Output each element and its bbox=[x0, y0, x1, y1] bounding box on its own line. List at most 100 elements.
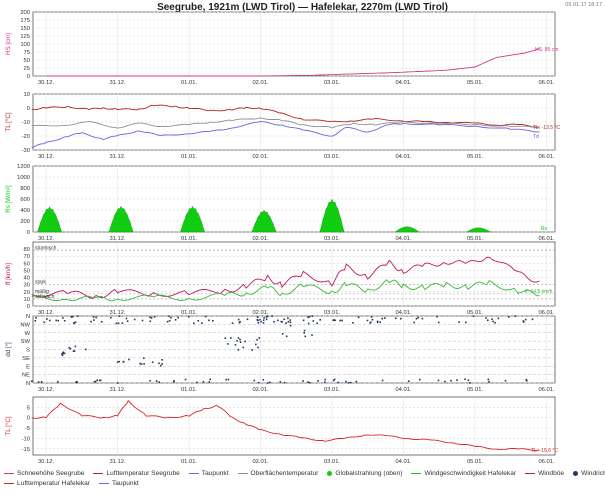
x-tick-label: 31.12. bbox=[109, 236, 126, 242]
x-tick-label: 05.01. bbox=[467, 236, 484, 242]
direction-point bbox=[246, 318, 249, 321]
direction-point bbox=[62, 351, 64, 354]
x-tick-label: 30.12. bbox=[38, 80, 55, 86]
series-line-3 bbox=[31, 121, 540, 149]
x-tick-label: 06.01. bbox=[538, 80, 555, 86]
legend-swatch bbox=[411, 472, 422, 474]
x-tick-label: 02.01. bbox=[252, 459, 269, 465]
direction-point bbox=[230, 337, 232, 339]
y-tick-label: 10 bbox=[24, 92, 30, 98]
legend-label: Oberflächentemperatur bbox=[250, 470, 319, 477]
direction-point bbox=[73, 350, 76, 352]
legend-item: Lufttemperatur Seegrube bbox=[93, 470, 180, 477]
direction-point bbox=[242, 346, 245, 349]
panel-radiation: 0 200 400 600 800 1000 1200 30.12. 31.12. 01.01. 0… bbox=[5, 164, 556, 242]
direction-point bbox=[149, 316, 151, 319]
direction-point bbox=[188, 315, 190, 318]
direction-point bbox=[73, 322, 76, 324]
x-tick-label: 03.01. bbox=[324, 236, 341, 242]
direction-point bbox=[158, 381, 161, 383]
direction-point bbox=[96, 379, 98, 382]
direction-point bbox=[149, 379, 151, 382]
x-tick-label: 01.01. bbox=[181, 80, 198, 86]
direction-point bbox=[258, 381, 260, 384]
direction-point bbox=[381, 379, 384, 382]
direction-point bbox=[63, 320, 66, 322]
direction-point bbox=[161, 363, 163, 365]
series-line-2 bbox=[31, 279, 540, 302]
direction-point bbox=[62, 352, 65, 355]
direction-point bbox=[376, 320, 379, 323]
x-tick-label: 04.01. bbox=[395, 310, 412, 316]
x-tick-label: 06.01. bbox=[538, 154, 555, 160]
direction-point bbox=[524, 318, 527, 321]
y-axis-label: HS [cm] bbox=[5, 33, 12, 55]
direction-point bbox=[381, 317, 383, 320]
x-tick-label: 02.01. bbox=[252, 236, 269, 242]
x-tick-label: 02.01. bbox=[252, 310, 269, 316]
direction-point bbox=[376, 321, 379, 324]
y-tick-label: 800 bbox=[20, 186, 30, 192]
legend-swatch bbox=[327, 470, 333, 476]
y-tick-label: S bbox=[26, 348, 30, 354]
x-tick-label: 06.01. bbox=[538, 387, 555, 393]
direction-point bbox=[150, 317, 153, 319]
direction-point bbox=[307, 316, 309, 319]
direction-point bbox=[352, 322, 354, 324]
legend-item: Taupunkt bbox=[188, 470, 229, 477]
y-tick-label: 1200 bbox=[17, 164, 30, 170]
legend-label: Windrichtung bbox=[581, 470, 605, 477]
legend-swatch bbox=[525, 472, 536, 474]
direction-point bbox=[259, 318, 261, 321]
legend-label: Lufttemperatur Seegrube bbox=[106, 470, 180, 477]
y-tick-label: 200 bbox=[20, 219, 30, 225]
direction-point bbox=[224, 337, 227, 339]
direction-point bbox=[467, 379, 470, 381]
direction-point bbox=[355, 380, 358, 383]
x-tick-label: 04.01. bbox=[395, 459, 412, 465]
direction-point bbox=[491, 318, 493, 320]
direction-point bbox=[128, 358, 130, 361]
x-tick-label: 04.01. bbox=[395, 236, 412, 242]
direction-point bbox=[464, 378, 466, 381]
panel-temperature: -30 -20 -10 0 10 30.12. 31.12. 01.01. 02.01. 03.0… bbox=[5, 92, 560, 160]
direction-point bbox=[257, 346, 259, 349]
y-tick-label: 75 bbox=[24, 50, 30, 56]
x-tick-label: 05.01. bbox=[467, 459, 484, 465]
legend-swatch bbox=[4, 472, 14, 474]
direction-point bbox=[237, 318, 240, 321]
direction-point bbox=[419, 378, 421, 381]
direction-point bbox=[166, 320, 169, 323]
direction-point bbox=[93, 381, 96, 383]
direction-point bbox=[303, 332, 305, 334]
legend-item: Oberflächentemperatur bbox=[237, 470, 319, 477]
y-tick-label: 0 bbox=[27, 106, 30, 112]
direction-point bbox=[140, 363, 143, 365]
legend-swatch bbox=[237, 472, 248, 474]
direction-point bbox=[289, 321, 292, 324]
legend-label: Schneehöhe Seegrube bbox=[17, 470, 85, 477]
direction-point bbox=[279, 381, 282, 383]
direction-point bbox=[202, 381, 205, 383]
direction-point bbox=[262, 322, 265, 324]
direction-point bbox=[526, 379, 528, 382]
y-tick-label: -5 bbox=[25, 426, 30, 432]
threshold-label: stürmisch bbox=[35, 246, 57, 252]
direction-point bbox=[63, 352, 66, 355]
direction-point bbox=[46, 318, 48, 320]
chart-title: Seegrube, 1921m (LWD Tirol) — Hafelekar,… bbox=[157, 2, 448, 13]
direction-point bbox=[339, 319, 341, 322]
direction-point bbox=[37, 381, 40, 383]
end-value-label: Rs bbox=[541, 226, 548, 232]
x-tick-label: 02.01. bbox=[252, 387, 269, 393]
direction-point bbox=[94, 380, 97, 383]
direction-point bbox=[531, 318, 534, 321]
series-line-1 bbox=[31, 104, 540, 128]
direction-point bbox=[494, 321, 496, 324]
direction-point bbox=[239, 321, 241, 323]
y-tick-label: 0 bbox=[27, 74, 30, 80]
direction-point bbox=[285, 335, 288, 338]
direction-point bbox=[263, 317, 265, 319]
direction-point bbox=[168, 320, 171, 322]
